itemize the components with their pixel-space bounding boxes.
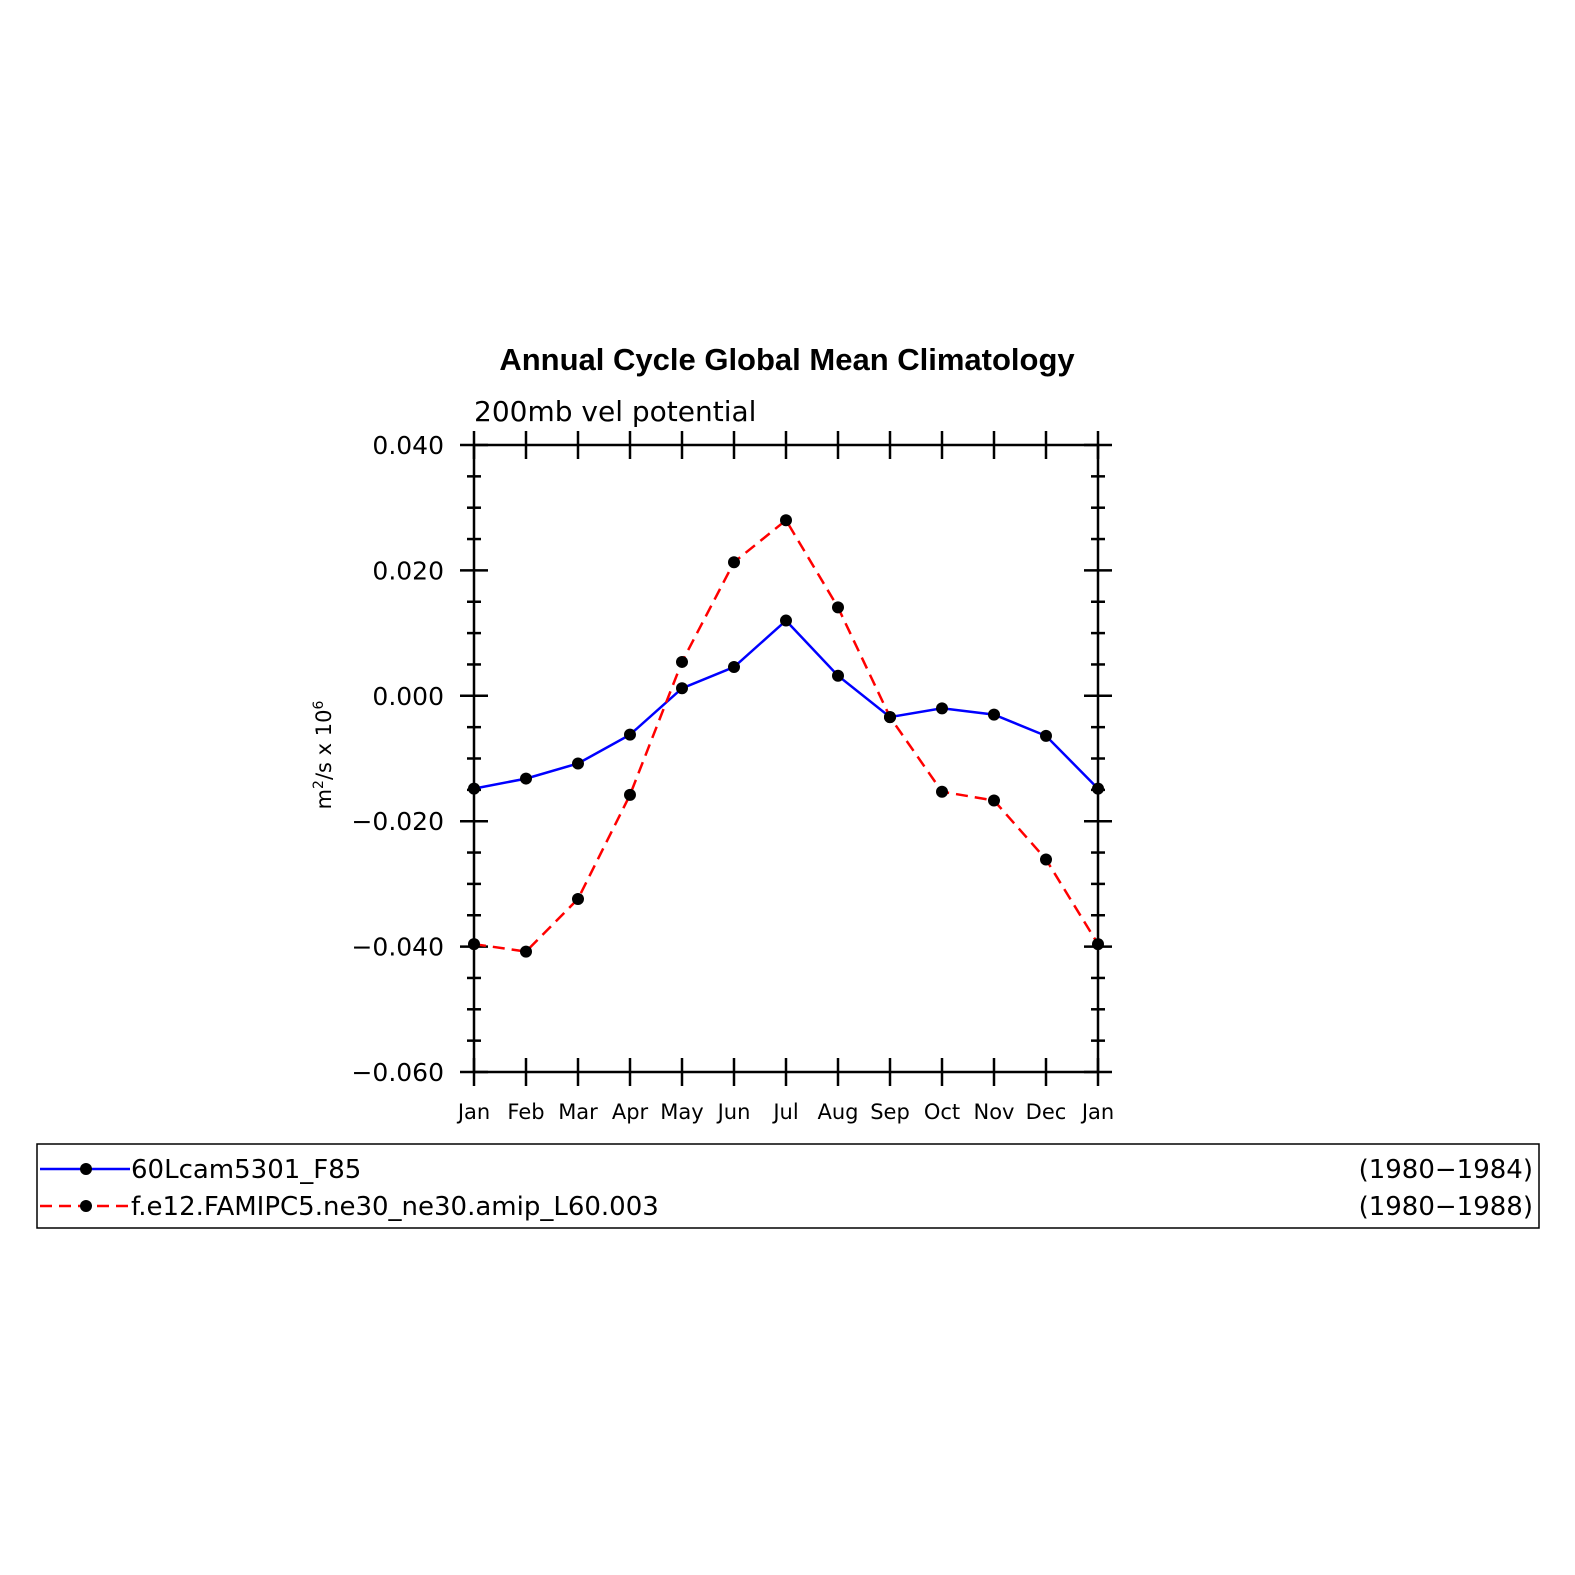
y-tick-label: 0.040 — [372, 431, 444, 460]
series-1-point — [1040, 729, 1052, 742]
series-line-1 — [473, 618, 1099, 790]
y-tick-label: 0.000 — [372, 682, 444, 711]
legend-marker-1 — [80, 1163, 92, 1175]
series-1-point — [728, 660, 740, 673]
series-1-point — [832, 669, 844, 682]
legend-period-2: (1980−1988) — [1359, 1192, 1533, 1222]
legend-marker-2 — [80, 1200, 92, 1212]
series-lines — [473, 518, 1100, 953]
series-2-point — [988, 794, 1000, 807]
y-tick-label: 0.020 — [372, 556, 444, 585]
y-tick-label: −0.060 — [351, 1058, 444, 1087]
legend-label-1: 60Lcam5301_F85 — [131, 1155, 361, 1185]
y-axis-label: m2/s x 106 — [311, 701, 336, 810]
series-1-point — [572, 757, 584, 770]
series-2-point — [780, 514, 792, 527]
chart-title: Annual Cycle Global Mean Climatology — [499, 342, 1075, 377]
y-tick-labels: 0.040 0.020 0.000 −0.020 −0.040 −0.060 — [351, 431, 444, 1087]
x-tick-label: Oct — [924, 1100, 960, 1124]
legend: 60Lcam5301_F85 (1980−1984) f.e12.FAMIPC5.n… — [40, 1155, 1533, 1222]
legend-label-2: f.e12.FAMIPC5.ne30_ne30.amip_L60.003 — [131, 1192, 659, 1222]
series-1-point — [468, 782, 480, 795]
y-tick-label: −0.020 — [351, 807, 444, 836]
x-tick-label: Mar — [558, 1100, 598, 1124]
x-tick-label: Jan — [1080, 1100, 1114, 1124]
plot-frame — [472, 443, 1100, 1074]
x-tick-label: Feb — [507, 1100, 544, 1124]
x-tick-label: May — [660, 1100, 703, 1124]
series-2-point — [936, 785, 948, 798]
x-tick-label: Dec — [1026, 1100, 1067, 1124]
series-1-point — [676, 682, 688, 695]
series-1-point — [988, 708, 1000, 721]
series-2-point — [1040, 853, 1052, 866]
series-2-point — [884, 711, 896, 724]
chart-subtitle: 200mb vel potential — [474, 395, 756, 428]
series-2-point — [832, 601, 844, 614]
series-points — [468, 514, 1104, 958]
series-2-point — [520, 945, 532, 958]
legend-period-1: (1980−1984) — [1359, 1155, 1533, 1185]
series-2-point — [624, 788, 636, 801]
series-2-point — [728, 556, 740, 569]
x-tick-label: Jan — [456, 1100, 490, 1124]
x-tick-label: Nov — [974, 1100, 1015, 1124]
series-1-point — [520, 772, 532, 785]
x-tick-label: Aug — [817, 1100, 858, 1124]
series-2-point — [1092, 938, 1104, 951]
x-tick-label: Apr — [612, 1100, 649, 1124]
axis-ticks — [460, 431, 1112, 1086]
x-tick-label: Jul — [771, 1100, 798, 1124]
series-line-2 — [473, 518, 1100, 953]
series-1-point — [1092, 782, 1104, 795]
x-tick-label: Jun — [716, 1100, 751, 1124]
x-tick-label: Sep — [870, 1100, 910, 1124]
series-1-point — [780, 614, 792, 627]
series-2-point — [468, 938, 480, 951]
legend-box — [36, 1143, 1540, 1229]
x-tick-labels: Jan Feb Mar Apr May Jun Jul Aug Sep Oct Nov Dec Jan — [456, 1100, 1114, 1124]
series-1-point — [936, 702, 948, 715]
series-2-point — [676, 655, 688, 668]
series-1-point — [624, 728, 636, 741]
series-2-point — [572, 892, 584, 905]
y-tick-label: −0.040 — [351, 933, 444, 962]
